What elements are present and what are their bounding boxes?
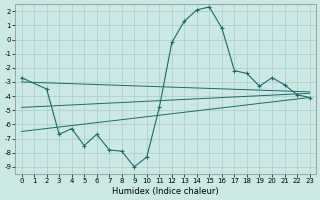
X-axis label: Humidex (Indice chaleur): Humidex (Indice chaleur) <box>112 187 219 196</box>
